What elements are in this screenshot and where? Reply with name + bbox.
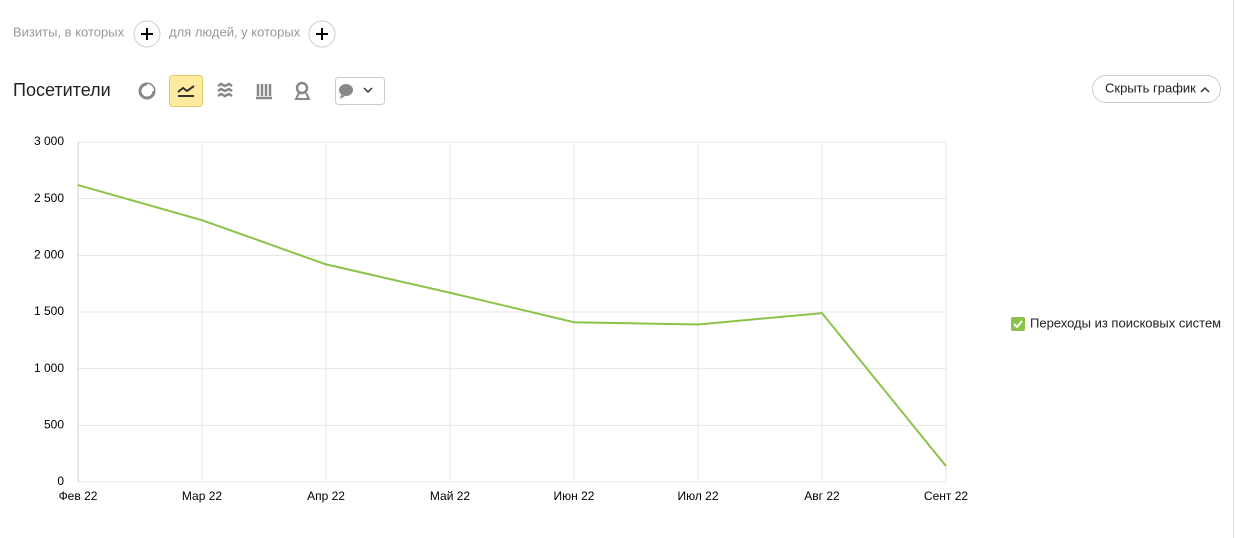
map-view[interactable] — [294, 81, 311, 100]
line-view[interactable] — [169, 75, 203, 107]
button-label: Скрыть график — [1105, 80, 1196, 95]
x-tick-label: Май 22 — [430, 489, 471, 503]
y-tick-label: 1 500 — [34, 304, 64, 318]
chart: 0 500 1 000 1 500 2 000 2 500 3 000 Фев 22 Мар 2… — [34, 134, 1221, 503]
filter-label: Визиты, в которых — [13, 24, 125, 39]
y-tick-label: 2 000 — [34, 248, 64, 262]
x-tick-label: Апр 22 — [307, 489, 345, 503]
hide-chart-button[interactable]: Скрыть график — [1092, 75, 1221, 103]
x-tick-label: Мар 22 — [182, 489, 222, 503]
x-tick-label: Фев 22 — [59, 489, 98, 503]
y-tick-label: 3 000 — [34, 134, 64, 148]
x-tick-label: Июн 22 — [554, 489, 595, 503]
bar-view[interactable] — [256, 84, 272, 100]
filter-label: для людей, у которых — [169, 24, 301, 39]
x-tick-label: Авг 22 — [804, 489, 840, 503]
legend-check — [1013, 320, 1023, 329]
legend-label: Переходы из поисковых систем — [1030, 315, 1221, 330]
add-visit-filter[interactable] — [133, 20, 161, 48]
series-line — [77, 184, 947, 467]
y-tick-label: 0 — [57, 474, 64, 488]
legend-item[interactable]: Переходы из поисковых систем — [1011, 315, 1221, 331]
x-tick-label: Июл 22 — [677, 489, 718, 503]
legend-checkbox — [1011, 317, 1025, 331]
report-title: Посетители — [13, 80, 111, 100]
pie-view[interactable] — [138, 82, 156, 100]
y-tick-label: 2 500 — [34, 191, 64, 205]
add-people-filter[interactable] — [308, 20, 336, 48]
x-tick-label: Сент 22 — [924, 489, 968, 503]
annotations-dropdown[interactable] — [335, 77, 385, 105]
y-tick-label: 500 — [44, 418, 64, 432]
area-view[interactable] — [217, 82, 233, 98]
y-tick-label: 1 000 — [34, 361, 64, 375]
